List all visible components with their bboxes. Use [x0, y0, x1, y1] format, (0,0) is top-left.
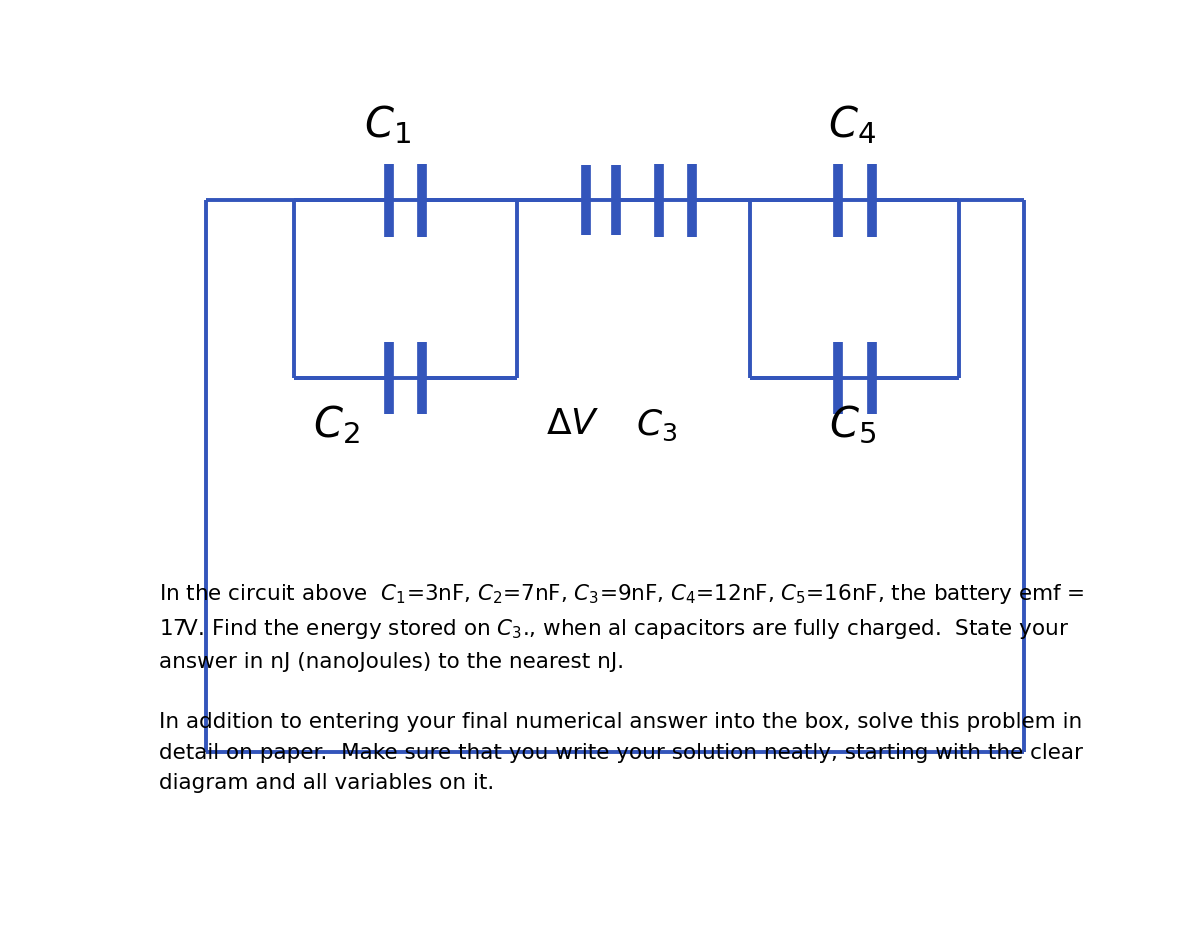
- Text: $C_4$: $C_4$: [828, 103, 876, 146]
- Text: $\Delta V$: $\Delta V$: [546, 407, 600, 441]
- Text: $C_1$: $C_1$: [364, 103, 410, 146]
- Text: $C_3$: $C_3$: [636, 407, 678, 442]
- Text: $C_2$: $C_2$: [313, 404, 359, 446]
- Text: $C_5$: $C_5$: [829, 404, 876, 446]
- Text: In the circuit above  $C_1$=3nF, $C_2$=7nF, $C_3$=9nF, $C_4$=12nF, $C_5$=16nF, t: In the circuit above $C_1$=3nF, $C_2$=7n…: [160, 582, 1085, 793]
